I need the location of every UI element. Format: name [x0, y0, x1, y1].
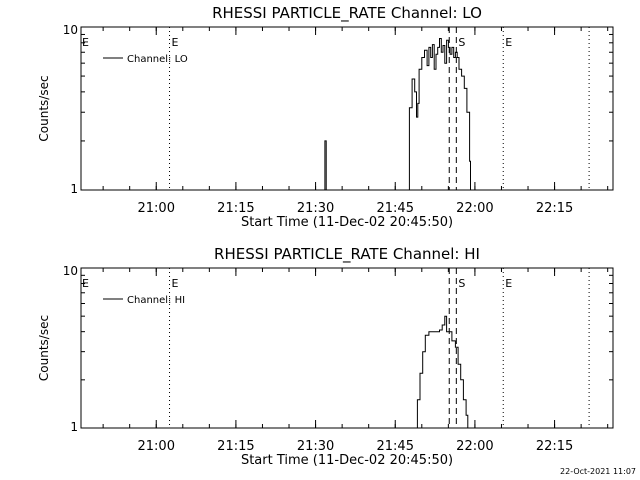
legend-label: Channel: LO	[127, 54, 188, 65]
chart-title: RHESSI PARTICLE_RATE Channel: LO	[212, 4, 482, 23]
x-tick-label: 21:15	[217, 439, 254, 454]
event-marker-label: E	[505, 277, 512, 290]
x-tick-label: 21:15	[217, 201, 254, 216]
x-axis-label: Start Time (11-Dec-02 20:45:50)	[241, 453, 453, 468]
series-line	[81, 315, 613, 429]
x-axis-label: Start Time (11-Dec-02 20:45:50)	[241, 215, 453, 230]
y-tick-label: 1	[70, 182, 78, 196]
plot-area	[81, 268, 613, 428]
chart-panel-hi: RHESSI PARTICLE_RATE Channel: HI Counts/…	[37, 245, 614, 468]
event-marker-label: E	[172, 277, 179, 290]
x-tick-label: 21:45	[377, 201, 414, 216]
event-marker-label: E	[82, 277, 89, 290]
x-tick-label: 22:00	[456, 201, 493, 216]
plot-area	[81, 27, 613, 190]
plot-frame	[80, 26, 614, 191]
series-line	[81, 38, 613, 191]
y-axis-label: Counts/sec	[37, 315, 51, 381]
x-tick-label: 21:45	[377, 439, 414, 454]
footer-timestamp: 22-Oct-2021 11:07	[560, 467, 636, 476]
y-axis-label: Counts/sec	[37, 75, 51, 141]
x-tick-label: 22:15	[536, 439, 573, 454]
event-marker-label: E	[82, 36, 89, 49]
x-tick-label: 21:00	[138, 439, 175, 454]
y-tick-label: 10	[63, 264, 78, 278]
event-marker-label: E	[505, 36, 512, 49]
x-tick-label: 22:15	[536, 201, 573, 216]
y-tick-label: 10	[63, 23, 78, 37]
x-tick-label: 22:00	[456, 439, 493, 454]
x-tick-label: 21:00	[138, 201, 175, 216]
x-tick-label: 21:30	[297, 201, 334, 216]
chart-panel-lo: RHESSI PARTICLE_RATE Channel: LO Counts/…	[37, 4, 614, 230]
y-tick-label: 1	[70, 420, 78, 434]
chart-title: RHESSI PARTICLE_RATE Channel: HI	[214, 245, 480, 264]
event-marker-label: E	[172, 36, 179, 49]
event-marker-label: S	[458, 36, 465, 49]
x-tick-label: 21:30	[297, 439, 334, 454]
event-marker-label: S	[458, 277, 465, 290]
legend-label: Channel: HI	[127, 295, 185, 306]
plot-frame	[80, 267, 614, 429]
